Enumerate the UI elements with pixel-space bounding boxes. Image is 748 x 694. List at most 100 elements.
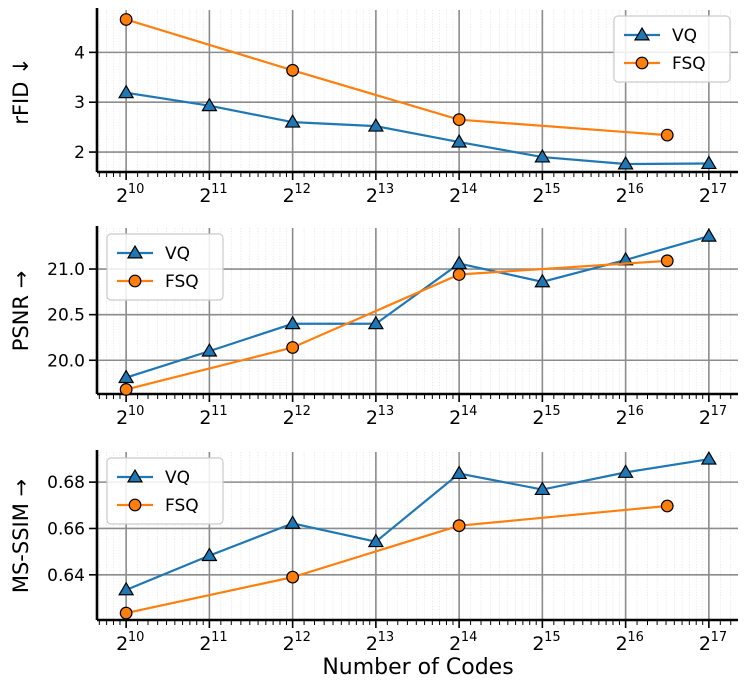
legend-marker-circle <box>635 56 649 70</box>
data-point-vq <box>617 155 634 170</box>
data-point-fsq <box>119 606 133 620</box>
data-point-vq <box>118 581 135 596</box>
x-tick-exponent: 14 <box>461 182 478 197</box>
x-tick-exponent: 10 <box>128 404 145 419</box>
data-point-vq <box>201 547 218 562</box>
x-tick-label: 2 <box>199 185 211 207</box>
legend-marker-triangle <box>126 468 144 483</box>
legend-label: FSQ <box>672 54 706 74</box>
y-axis-label: PSNR → <box>9 271 33 352</box>
data-point-vq <box>284 515 301 529</box>
x-axis-title: Number of Codes <box>322 655 513 680</box>
data-point-fsq <box>452 519 466 533</box>
x-tick-exponent: 14 <box>461 630 478 645</box>
data-point-vq <box>451 133 468 148</box>
y-tick-label: 0.68 <box>47 473 85 493</box>
x-tick-label: 2 <box>449 185 461 207</box>
legend-marker-circle <box>128 498 142 512</box>
x-tick-exponent: 11 <box>211 630 228 645</box>
x-tick-exponent: 10 <box>128 630 145 645</box>
x-tick-exponent: 11 <box>211 182 228 197</box>
chart-panel-2: 2 10 2 11 2 12 2 13 2 14 2 15 2 16 2 1720.020.521.0PSNR… <box>9 226 738 429</box>
x-tick-exponent: 17 <box>711 182 728 197</box>
series-line-fsq <box>125 504 668 615</box>
x-tick-exponent: 14 <box>461 404 478 419</box>
legend-marker-triangle <box>126 244 144 259</box>
data-point-vq <box>367 533 384 548</box>
data-point-fsq <box>119 383 133 396</box>
data-point-vq <box>201 97 218 112</box>
legend: VQ FSQ <box>613 15 731 83</box>
legend-label: VQ <box>165 468 190 488</box>
data-point-vq <box>451 255 468 270</box>
y-tick-label: 21.0 <box>47 260 85 280</box>
data-point-vq <box>534 273 551 288</box>
data-point-vq <box>118 369 135 384</box>
data-point-fsq <box>286 341 300 354</box>
x-tick-label: 2 <box>366 407 378 429</box>
x-tick-exponent: 17 <box>711 630 728 645</box>
data-point-vq <box>451 465 468 480</box>
y-tick-label: 0.66 <box>47 519 85 539</box>
x-tick-exponent: 10 <box>128 182 145 197</box>
data-point-fsq <box>660 254 674 268</box>
data-point-vq <box>534 148 551 163</box>
y-tick-label: 4 <box>74 43 85 63</box>
y-tick-label: 20.0 <box>47 351 85 371</box>
legend-marker-circle <box>128 274 142 288</box>
x-tick-label: 2 <box>199 407 211 429</box>
y-tick-label: 2 <box>74 143 85 163</box>
x-tick-label: 2 <box>699 185 711 207</box>
x-tick-exponent: 16 <box>627 404 644 419</box>
x-tick-label: 2 <box>199 633 211 655</box>
data-point-vq <box>118 84 135 99</box>
data-point-vq <box>367 117 384 132</box>
x-tick-exponent: 15 <box>544 404 561 419</box>
data-point-vq <box>284 113 301 128</box>
x-tick-exponent: 11 <box>211 404 228 419</box>
x-tick-label: 2 <box>449 633 461 655</box>
data-point-vq <box>201 342 218 357</box>
x-tick-label: 2 <box>116 407 128 429</box>
data-point-fsq <box>286 570 300 584</box>
series-line-vq <box>125 91 709 166</box>
x-tick-exponent: 12 <box>294 182 311 197</box>
data-point-vq <box>284 315 301 330</box>
data-point-vq <box>700 228 717 242</box>
chart-panel-3: 2 10 2 11 2 12 2 13 2 14 2 15 2 16 2 170.640.660.68MS-S… <box>9 450 738 655</box>
x-tick-exponent: 15 <box>544 630 561 645</box>
data-point-vq <box>617 464 634 478</box>
x-tick-label: 2 <box>532 633 544 655</box>
legend-label: FSQ <box>165 272 199 292</box>
x-tick-exponent: 13 <box>378 630 395 645</box>
x-tick-exponent: 16 <box>627 630 644 645</box>
x-tick-exponent: 12 <box>294 630 311 645</box>
legend: VQ FSQ <box>106 233 224 301</box>
x-tick-label: 2 <box>283 185 295 207</box>
data-point-fsq <box>660 499 674 513</box>
series-line-vq <box>125 458 710 591</box>
x-tick-exponent: 16 <box>627 182 644 197</box>
data-point-vq <box>617 251 634 266</box>
x-tick-label: 2 <box>616 633 628 655</box>
series-line-fsq <box>125 259 668 391</box>
x-tick-label: 2 <box>283 633 295 655</box>
data-point-fsq <box>286 63 300 77</box>
legend: VQ FSQ <box>106 457 224 525</box>
legend-marker-triangle <box>633 26 651 41</box>
x-tick-exponent: 12 <box>294 404 311 419</box>
x-tick-label: 2 <box>366 633 378 655</box>
y-axis-label: rFID ↓ <box>9 57 33 124</box>
x-tick-label: 2 <box>616 185 628 207</box>
x-tick-label: 2 <box>116 633 128 655</box>
y-tick-label: 0.64 <box>47 566 85 586</box>
x-tick-exponent: 13 <box>378 404 395 419</box>
x-tick-label: 2 <box>366 185 378 207</box>
x-tick-label: 2 <box>616 407 628 429</box>
x-tick-label: 2 <box>116 185 128 207</box>
data-point-fsq <box>119 13 133 26</box>
x-tick-label: 2 <box>699 407 711 429</box>
